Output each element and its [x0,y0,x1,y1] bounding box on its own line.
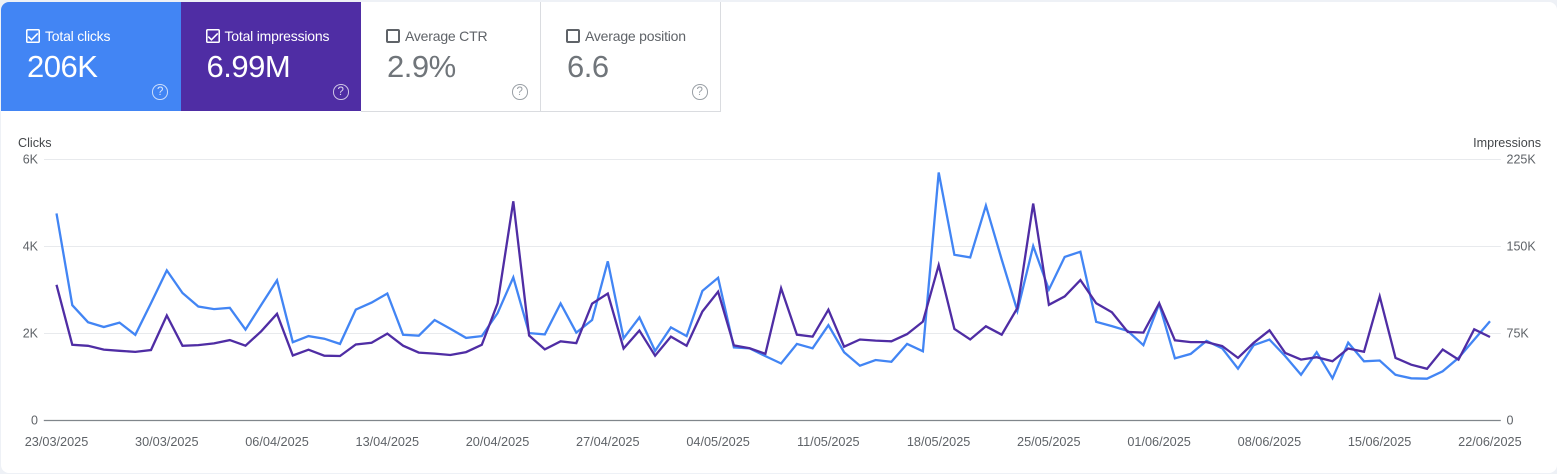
svg-text:0: 0 [1507,414,1514,428]
svg-text:18/05/2025: 18/05/2025 [907,435,971,449]
svg-text:11/05/2025: 11/05/2025 [797,435,860,449]
svg-text:150K: 150K [1507,240,1537,254]
svg-text:2K: 2K [23,327,39,341]
svg-text:0: 0 [31,414,38,428]
svg-text:22/06/2025: 22/06/2025 [1458,435,1522,449]
svg-text:225K: 225K [1507,153,1537,167]
svg-text:4K: 4K [23,240,39,254]
svg-text:15/06/2025: 15/06/2025 [1348,435,1412,449]
svg-text:30/03/2025: 30/03/2025 [135,435,199,449]
svg-text:6K: 6K [23,153,39,167]
svg-text:06/04/2025: 06/04/2025 [245,435,309,449]
svg-text:Impressions: Impressions [1473,136,1541,150]
svg-text:75K: 75K [1507,327,1530,341]
svg-text:Clicks: Clicks [18,136,52,150]
svg-text:04/05/2025: 04/05/2025 [686,435,750,449]
svg-text:08/06/2025: 08/06/2025 [1238,435,1302,449]
svg-text:25/05/2025: 25/05/2025 [1017,435,1081,449]
svg-text:13/04/2025: 13/04/2025 [356,435,420,449]
svg-text:20/04/2025: 20/04/2025 [466,435,530,449]
svg-text:27/04/2025: 27/04/2025 [576,435,640,449]
svg-text:01/06/2025: 01/06/2025 [1127,435,1191,449]
svg-text:23/03/2025: 23/03/2025 [25,435,89,449]
